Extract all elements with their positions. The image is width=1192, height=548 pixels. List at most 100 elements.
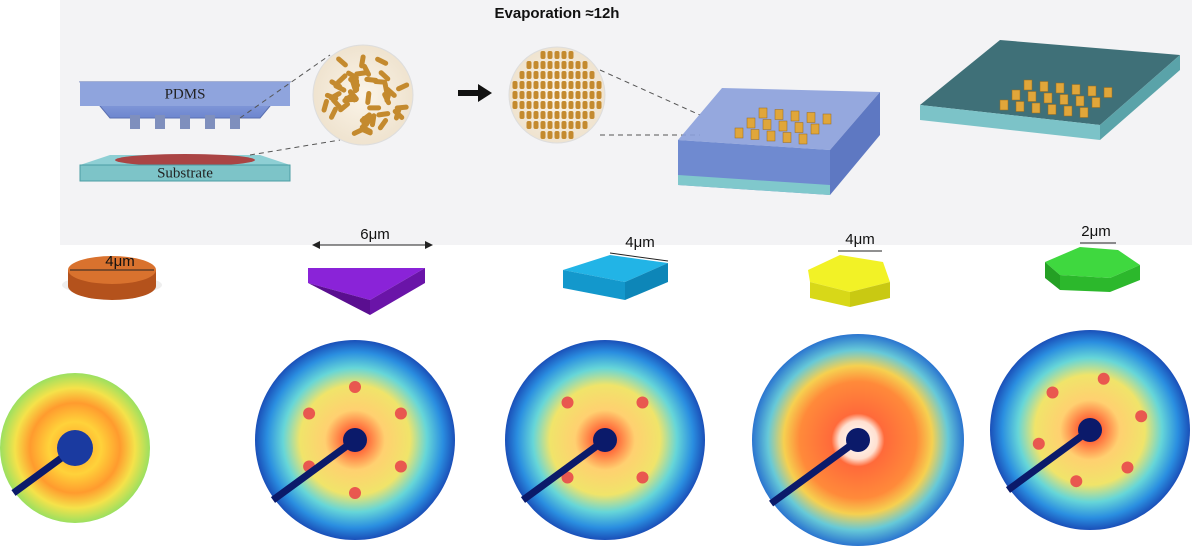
rod — [351, 127, 365, 136]
rod — [589, 111, 595, 119]
beam-stop-center — [846, 428, 870, 452]
rod — [568, 131, 574, 139]
pillar — [1031, 102, 1041, 114]
rod — [540, 51, 546, 59]
hexagon-shape: 2μm — [1045, 223, 1140, 292]
rod — [596, 81, 602, 89]
rod — [533, 111, 539, 119]
rod — [540, 111, 546, 119]
pillar — [1059, 94, 1069, 105]
diffraction-patterns — [0, 330, 1190, 546]
rod — [582, 111, 588, 119]
beam-stop-center — [343, 428, 367, 452]
rod — [336, 56, 348, 68]
rod — [568, 71, 574, 79]
rod — [568, 51, 574, 59]
rod — [554, 61, 560, 69]
rod — [561, 121, 567, 129]
rod — [589, 91, 595, 99]
rod — [533, 91, 539, 99]
rod — [363, 114, 374, 127]
rod — [561, 71, 567, 79]
rod — [392, 108, 405, 120]
size-label: 4μm — [845, 231, 874, 248]
rod — [346, 70, 359, 81]
rod — [561, 51, 567, 59]
rod — [359, 54, 366, 69]
rod — [526, 101, 532, 109]
beam-stop — [270, 437, 358, 503]
pillar — [1027, 91, 1037, 102]
pillar — [1055, 82, 1065, 94]
rod — [582, 91, 588, 99]
rod — [540, 91, 546, 99]
rod — [359, 112, 372, 123]
rod — [384, 89, 392, 103]
rod — [540, 61, 546, 69]
beam-stop-center — [57, 430, 93, 466]
rod — [321, 98, 329, 113]
pillar — [798, 133, 808, 145]
pillar — [778, 120, 788, 132]
rod — [519, 111, 525, 119]
rod — [568, 101, 574, 109]
rod — [582, 71, 588, 79]
rod — [335, 73, 348, 85]
pillar — [1043, 92, 1053, 104]
pillar — [734, 127, 744, 139]
rod — [575, 121, 581, 129]
diffraction-spot — [1135, 410, 1148, 423]
beam-stop-center — [1078, 418, 1102, 442]
rod — [547, 101, 553, 109]
pillar — [1091, 97, 1101, 108]
rod — [364, 76, 379, 83]
rod — [526, 121, 532, 129]
rod — [533, 71, 539, 79]
rod — [533, 101, 539, 109]
rod — [338, 101, 351, 113]
rod — [328, 106, 339, 120]
rod — [561, 111, 567, 119]
rod — [547, 71, 553, 79]
pillar — [999, 99, 1009, 111]
rod — [350, 79, 359, 94]
rod — [526, 111, 532, 119]
rod — [361, 63, 372, 77]
rod — [540, 81, 546, 89]
disk-shape: 4μm — [62, 253, 162, 300]
rod — [554, 71, 560, 79]
rod — [575, 71, 581, 79]
pillar — [1071, 84, 1081, 95]
beam-stop — [520, 437, 608, 503]
pillar — [758, 107, 768, 119]
rod — [554, 111, 560, 119]
rod — [512, 81, 518, 89]
diffraction-spot — [1032, 437, 1045, 450]
pillar — [1011, 89, 1021, 101]
triangle-shape: 6μm — [308, 226, 433, 315]
rod — [575, 61, 581, 69]
rod — [547, 111, 553, 119]
rod — [568, 111, 574, 119]
rod — [519, 71, 525, 79]
rod — [519, 91, 525, 99]
mold-schematic: PDMS Substrate — [78, 54, 341, 182]
pentagon-shape: 4μm — [808, 231, 890, 307]
pillar — [1047, 104, 1057, 115]
pillar — [750, 129, 760, 140]
size-label: 4μm — [625, 234, 654, 251]
rod — [568, 61, 574, 69]
rod — [554, 51, 560, 59]
rod — [554, 131, 560, 139]
diffraction-spot — [349, 487, 361, 499]
rod — [533, 121, 539, 129]
rods — [512, 51, 602, 139]
final-device — [920, 40, 1180, 140]
pillar — [806, 112, 816, 123]
rod — [575, 81, 581, 89]
rod — [582, 61, 588, 69]
rod — [589, 71, 595, 79]
diffraction-spot — [561, 396, 574, 409]
square-shape: 4μm — [563, 234, 669, 300]
